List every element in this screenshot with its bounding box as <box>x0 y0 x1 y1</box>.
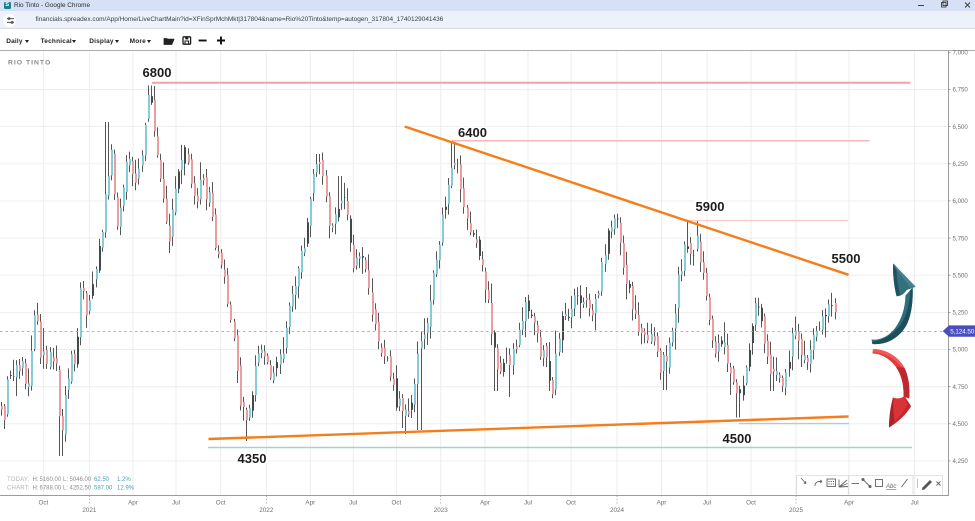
svg-text:5,250: 5,250 <box>953 310 969 317</box>
svg-text:H:: H: <box>33 477 39 483</box>
svg-text:6,250: 6,250 <box>953 161 969 168</box>
svg-text:4,500: 4,500 <box>953 421 969 428</box>
svg-text:6788.00: 6788.00 <box>40 486 62 492</box>
svg-text:L:: L: <box>63 477 68 483</box>
svg-text:Jul: Jul <box>703 499 711 506</box>
svg-text:5,500: 5,500 <box>953 272 969 279</box>
svg-text:RIO TINTO: RIO TINTO <box>8 60 51 67</box>
svg-text:4,750: 4,750 <box>953 384 969 391</box>
svg-text:Jul: Jul <box>349 499 357 506</box>
svg-text:6800: 6800 <box>143 65 172 80</box>
svg-text:2021: 2021 <box>82 507 97 514</box>
svg-text:5046.00: 5046.00 <box>70 477 92 483</box>
svg-text:6400: 6400 <box>458 125 487 140</box>
svg-text:TODAY:: TODAY: <box>7 477 30 483</box>
svg-text:4,250: 4,250 <box>953 458 969 465</box>
svg-text:Abc: Abc <box>885 484 896 490</box>
svg-text:L:: L: <box>63 486 68 492</box>
svg-text:5900: 5900 <box>696 199 725 214</box>
svg-text:4252.50: 4252.50 <box>70 486 92 492</box>
svg-text:5160.00: 5160.00 <box>40 477 62 483</box>
svg-text:1.2%: 1.2% <box>117 477 131 483</box>
svg-text:2022: 2022 <box>259 507 274 514</box>
svg-text:H:: H: <box>33 486 39 492</box>
svg-text:Oct: Oct <box>39 499 49 506</box>
svg-text:Oct: Oct <box>216 499 226 506</box>
svg-text:7,000: 7,000 <box>953 50 969 57</box>
svg-text:Oct: Oct <box>746 499 756 506</box>
svg-text:Apr: Apr <box>480 499 490 506</box>
svg-text:Apr: Apr <box>844 499 854 506</box>
svg-text:Apr: Apr <box>128 499 138 506</box>
svg-text:6,500: 6,500 <box>953 124 969 131</box>
svg-text:4500: 4500 <box>723 431 752 446</box>
svg-text:Jul: Jul <box>172 499 180 506</box>
svg-text:2024: 2024 <box>610 507 625 514</box>
svg-text:5500: 5500 <box>832 251 861 266</box>
svg-text:6,000: 6,000 <box>953 198 969 205</box>
svg-text:5,000: 5,000 <box>953 347 969 354</box>
svg-text:62.50: 62.50 <box>94 477 110 483</box>
svg-text:Oct: Oct <box>566 499 576 506</box>
svg-text:5,124.50: 5,124.50 <box>950 329 975 336</box>
svg-text:Oct: Oct <box>392 499 402 506</box>
svg-text:5,750: 5,750 <box>953 235 969 242</box>
svg-text:2023: 2023 <box>434 507 449 514</box>
svg-text:Jul: Jul <box>524 499 532 506</box>
svg-text:2025: 2025 <box>789 507 804 514</box>
svg-text:4350: 4350 <box>238 451 267 466</box>
svg-text:Apr: Apr <box>305 499 315 506</box>
svg-text:Jul: Jul <box>911 499 919 506</box>
svg-text:6,750: 6,750 <box>953 87 969 94</box>
svg-text:CHART:: CHART: <box>7 486 30 492</box>
svg-text:Apr: Apr <box>657 499 667 506</box>
svg-text:587.00: 587.00 <box>94 486 113 492</box>
svg-text:12.9%: 12.9% <box>117 486 135 492</box>
